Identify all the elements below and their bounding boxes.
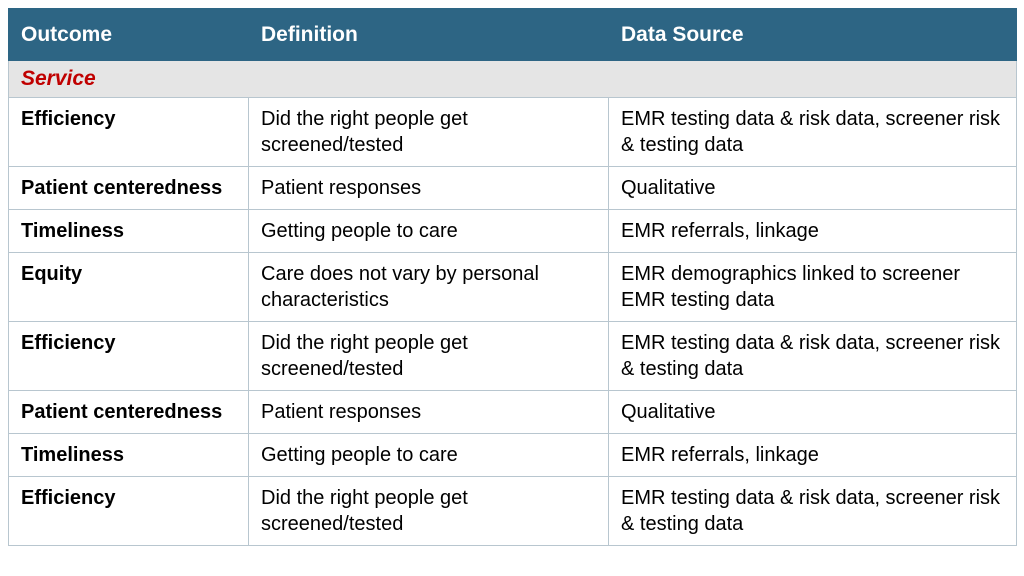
definition-cell: Getting people to care	[249, 433, 609, 476]
outcome-cell: Timeliness	[9, 209, 249, 252]
table-header-row: Outcome Definition Data Source	[9, 9, 1017, 61]
data-source-cell: EMR demographics linked to screener EMR …	[609, 252, 1017, 321]
definition-cell: Care does not vary by personal character…	[249, 252, 609, 321]
outcome-cell: Efficiency	[9, 97, 249, 166]
col-header-data-source: Data Source	[609, 9, 1017, 61]
outcome-cell: Patient centeredness	[9, 166, 249, 209]
outcome-cell: Patient centeredness	[9, 390, 249, 433]
table-row: Efficiency Did the right people get scre…	[9, 97, 1017, 166]
table-row: Timeliness Getting people to care EMR re…	[9, 433, 1017, 476]
definition-cell: Patient responses	[249, 166, 609, 209]
outcome-cell: Efficiency	[9, 321, 249, 390]
outcome-cell: Equity	[9, 252, 249, 321]
table-row: Equity Care does not vary by personal ch…	[9, 252, 1017, 321]
definition-cell: Did the right people get screened/tested	[249, 476, 609, 545]
definition-cell: Patient responses	[249, 390, 609, 433]
table-row: Patient centeredness Patient responses Q…	[9, 166, 1017, 209]
section-label: Service	[9, 61, 1017, 97]
col-header-definition: Definition	[249, 9, 609, 61]
data-source-cell: Qualitative	[609, 390, 1017, 433]
outcome-cell: Efficiency	[9, 476, 249, 545]
outcomes-table: Outcome Definition Data Source Service E…	[8, 8, 1017, 546]
data-source-cell: EMR referrals, linkage	[609, 209, 1017, 252]
data-source-cell: EMR testing data & risk data, screener r…	[609, 97, 1017, 166]
outcome-cell: Timeliness	[9, 433, 249, 476]
definition-cell: Did the right people get screened/tested	[249, 97, 609, 166]
data-source-cell: EMR testing data & risk data, screener r…	[609, 476, 1017, 545]
table-row: Efficiency Did the right people get scre…	[9, 476, 1017, 545]
definition-cell: Did the right people get screened/tested	[249, 321, 609, 390]
data-source-cell: Qualitative	[609, 166, 1017, 209]
data-source-cell: EMR referrals, linkage	[609, 433, 1017, 476]
table-row: Timeliness Getting people to care EMR re…	[9, 209, 1017, 252]
col-header-outcome: Outcome	[9, 9, 249, 61]
table-row: Patient centeredness Patient responses Q…	[9, 390, 1017, 433]
definition-cell: Getting people to care	[249, 209, 609, 252]
table-row: Efficiency Did the right people get scre…	[9, 321, 1017, 390]
section-row: Service	[9, 61, 1017, 97]
data-source-cell: EMR testing data & risk data, screener r…	[609, 321, 1017, 390]
